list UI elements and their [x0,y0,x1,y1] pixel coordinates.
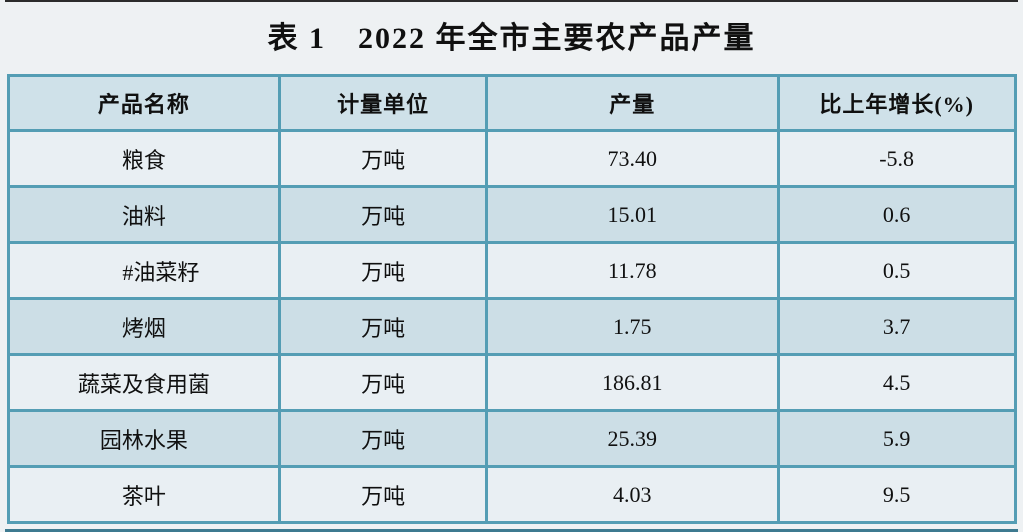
growth-cell: 0.6 [776,185,1017,244]
unit-cell: 万吨 [278,185,488,244]
page-bottom-rule [5,529,1018,532]
output-cell: 25.39 [484,409,780,468]
agricultural-products-table: 产品名称 计量单位 产量 比上年增长(%) 粮食 万吨 73.40 -5.8 油… [6,74,1017,524]
product-name-cell: 烤烟 [6,297,282,356]
growth-cell: 0.5 [776,241,1017,300]
product-name-cell: 粮食 [6,129,282,188]
table-row: #油菜籽 万吨 11.78 0.5 [6,241,1017,300]
unit-cell: 万吨 [278,297,488,356]
col-header-growth: 比上年增长(%) [776,74,1017,132]
output-cell: 15.01 [484,185,780,244]
table-row: 油料 万吨 15.01 0.6 [6,185,1017,244]
page-top-rule [5,0,1018,2]
product-name-cell: #油菜籽 [6,241,282,300]
output-cell: 1.75 [484,297,780,356]
table-title: 表 1 2022 年全市主要农产品产量 [267,22,756,55]
unit-cell: 万吨 [278,465,488,524]
growth-cell: 5.9 [776,409,1017,468]
unit-cell: 万吨 [278,409,488,468]
output-cell: 4.03 [484,465,780,524]
table-row: 茶叶 万吨 4.03 9.5 [6,465,1017,524]
output-cell: 73.40 [484,129,780,188]
product-name-cell: 园林水果 [6,409,282,468]
table-header-row: 产品名称 计量单位 产量 比上年增长(%) [6,74,1017,132]
unit-cell: 万吨 [278,353,488,412]
product-name-cell: 茶叶 [6,465,282,524]
growth-cell: 3.7 [776,297,1017,356]
product-name-cell: 蔬菜及食用菌 [6,353,282,412]
col-header-unit: 计量单位 [278,74,488,132]
growth-cell: 4.5 [776,353,1017,412]
table-row: 园林水果 万吨 25.39 5.9 [6,409,1017,468]
output-cell: 186.81 [484,353,780,412]
table-row: 蔬菜及食用菌 万吨 186.81 4.5 [6,353,1017,412]
col-header-product-name: 产品名称 [6,74,282,132]
table-row: 粮食 万吨 73.40 -5.8 [6,129,1017,188]
col-header-output: 产量 [484,74,780,132]
growth-cell: 9.5 [776,465,1017,524]
table-row: 烤烟 万吨 1.75 3.7 [6,297,1017,356]
unit-cell: 万吨 [278,241,488,300]
output-cell: 11.78 [484,241,780,300]
product-name-cell: 油料 [6,185,282,244]
unit-cell: 万吨 [278,129,488,188]
growth-cell: -5.8 [776,129,1017,188]
